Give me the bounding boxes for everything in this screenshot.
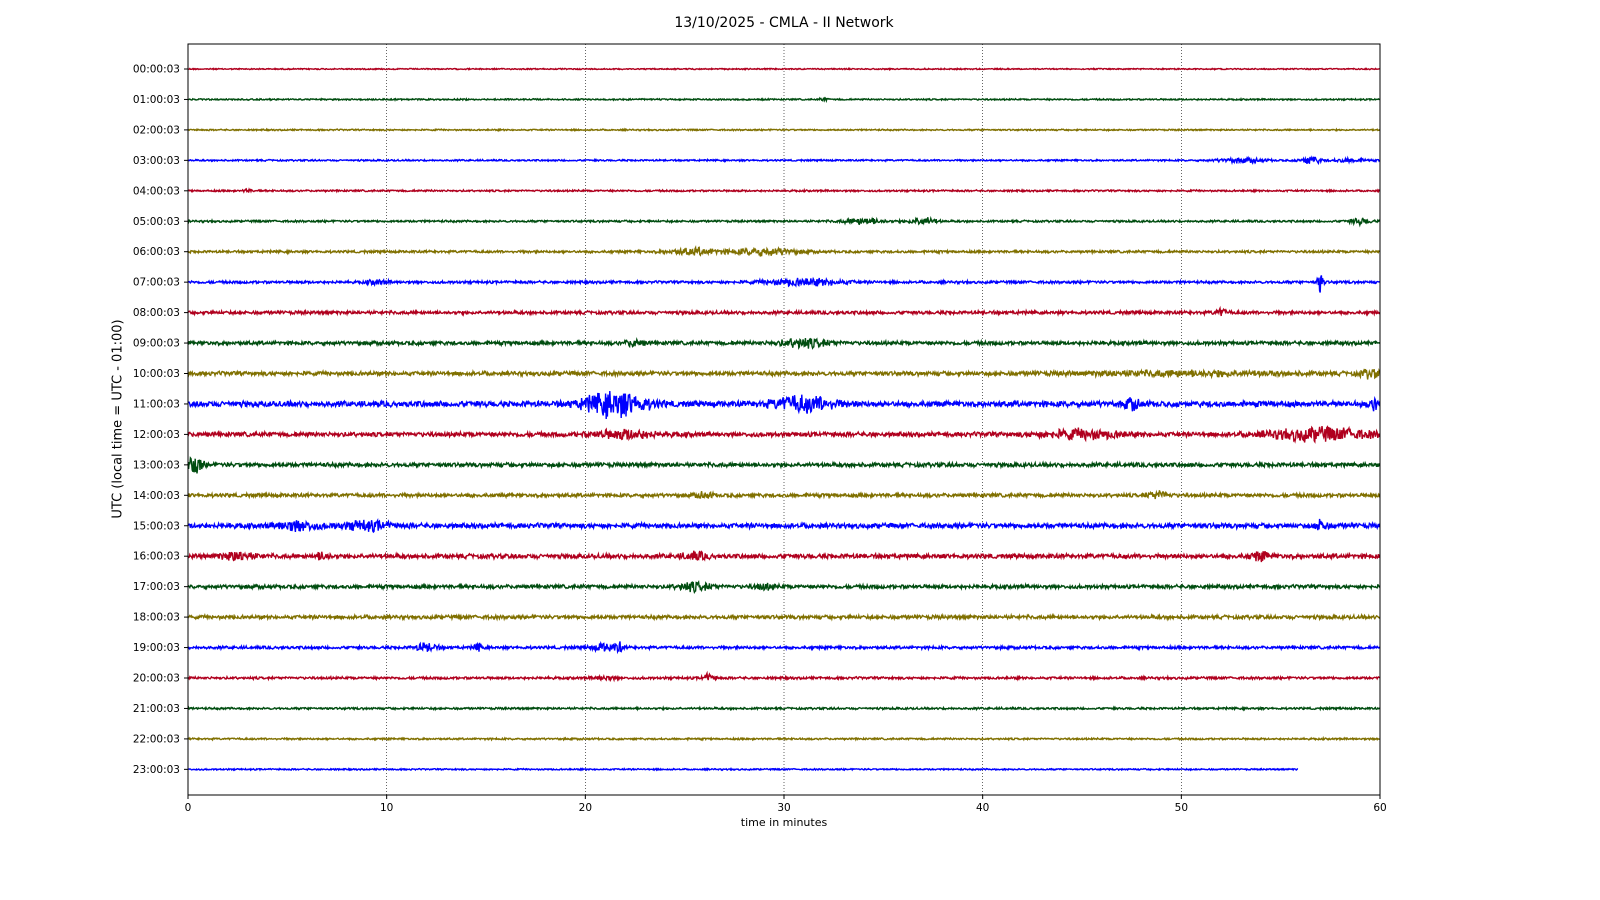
- trace-04:00:03: [188, 187, 1381, 194]
- x-tick-label: 20: [579, 802, 592, 814]
- trace-16:00:03: [187, 550, 1381, 563]
- y-tick-label: 15:00:03: [133, 520, 180, 532]
- y-tick-label: 18:00:03: [133, 612, 180, 624]
- y-tick-label: 04:00:03: [133, 185, 180, 197]
- trace-20:00:03: [187, 670, 1380, 683]
- x-tick-label: 60: [1373, 802, 1386, 814]
- trace-06:00:03: [187, 245, 1381, 257]
- y-tick-label: 08:00:03: [133, 307, 180, 319]
- trace-05:00:03: [187, 215, 1381, 228]
- trace-03:00:03: [187, 155, 1381, 166]
- y-tick-label: 17:00:03: [133, 581, 180, 593]
- trace-00:00:03: [187, 66, 1380, 72]
- trace-11:00:03: [187, 390, 1381, 420]
- y-tick-label: 12:00:03: [133, 429, 180, 441]
- trace-17:00:03: [187, 580, 1381, 595]
- y-tick-label: 00:00:03: [133, 64, 180, 76]
- trace-21:00:03: [187, 705, 1381, 712]
- trace-23:00:03: [187, 766, 1299, 772]
- trace-08:00:03: [187, 305, 1381, 318]
- x-tick-label: 40: [976, 802, 989, 814]
- y-tick-label: 02:00:03: [133, 124, 180, 136]
- y-tick-label: 06:00:03: [133, 246, 180, 258]
- y-tick-label: 11:00:03: [133, 398, 180, 410]
- x-tick-label: 30: [777, 802, 790, 814]
- trace-12:00:03: [187, 425, 1381, 444]
- y-tick-label: 19:00:03: [133, 642, 180, 654]
- trace-22:00:03: [187, 735, 1380, 742]
- y-axis-label: UTC (local time = UTC - 01:00): [110, 319, 126, 519]
- x-tick-label: 50: [1175, 802, 1188, 814]
- y-tick-label: 13:00:03: [133, 459, 180, 471]
- y-tick-label: 01:00:03: [133, 94, 180, 106]
- y-tick-label: 09:00:03: [133, 338, 180, 350]
- chart-title: 13/10/2025 - CMLA - II Network: [674, 15, 894, 31]
- trace-02:00:03: [187, 127, 1381, 133]
- y-tick-label: 16:00:03: [133, 551, 180, 563]
- y-tick-label: 07:00:03: [133, 277, 180, 289]
- y-tick-label: 10:00:03: [133, 368, 180, 380]
- y-tick-label: 21:00:03: [133, 703, 180, 715]
- trace-19:00:03: [187, 640, 1381, 655]
- x-tick-label: 0: [185, 802, 192, 814]
- y-tick-label: 22:00:03: [133, 733, 180, 745]
- trace-07:00:03: [187, 275, 1380, 293]
- y-tick-label: 05:00:03: [133, 216, 180, 228]
- y-tick-label: 03:00:03: [133, 155, 180, 167]
- trace-15:00:03: [187, 517, 1381, 534]
- trace-18:00:03: [187, 612, 1381, 622]
- trace-14:00:03: [187, 489, 1381, 500]
- x-axis-label: time in minutes: [740, 816, 828, 829]
- x-tick-label: 10: [380, 802, 393, 814]
- trace-09:00:03: [187, 336, 1381, 350]
- trace-01:00:03: [187, 96, 1381, 104]
- y-tick-label: 23:00:03: [133, 764, 180, 776]
- trace-13:00:03: [187, 456, 1381, 474]
- trace-10:00:03: [187, 368, 1381, 380]
- y-tick-label: 14:00:03: [133, 490, 180, 502]
- y-tick-label: 20:00:03: [133, 673, 180, 685]
